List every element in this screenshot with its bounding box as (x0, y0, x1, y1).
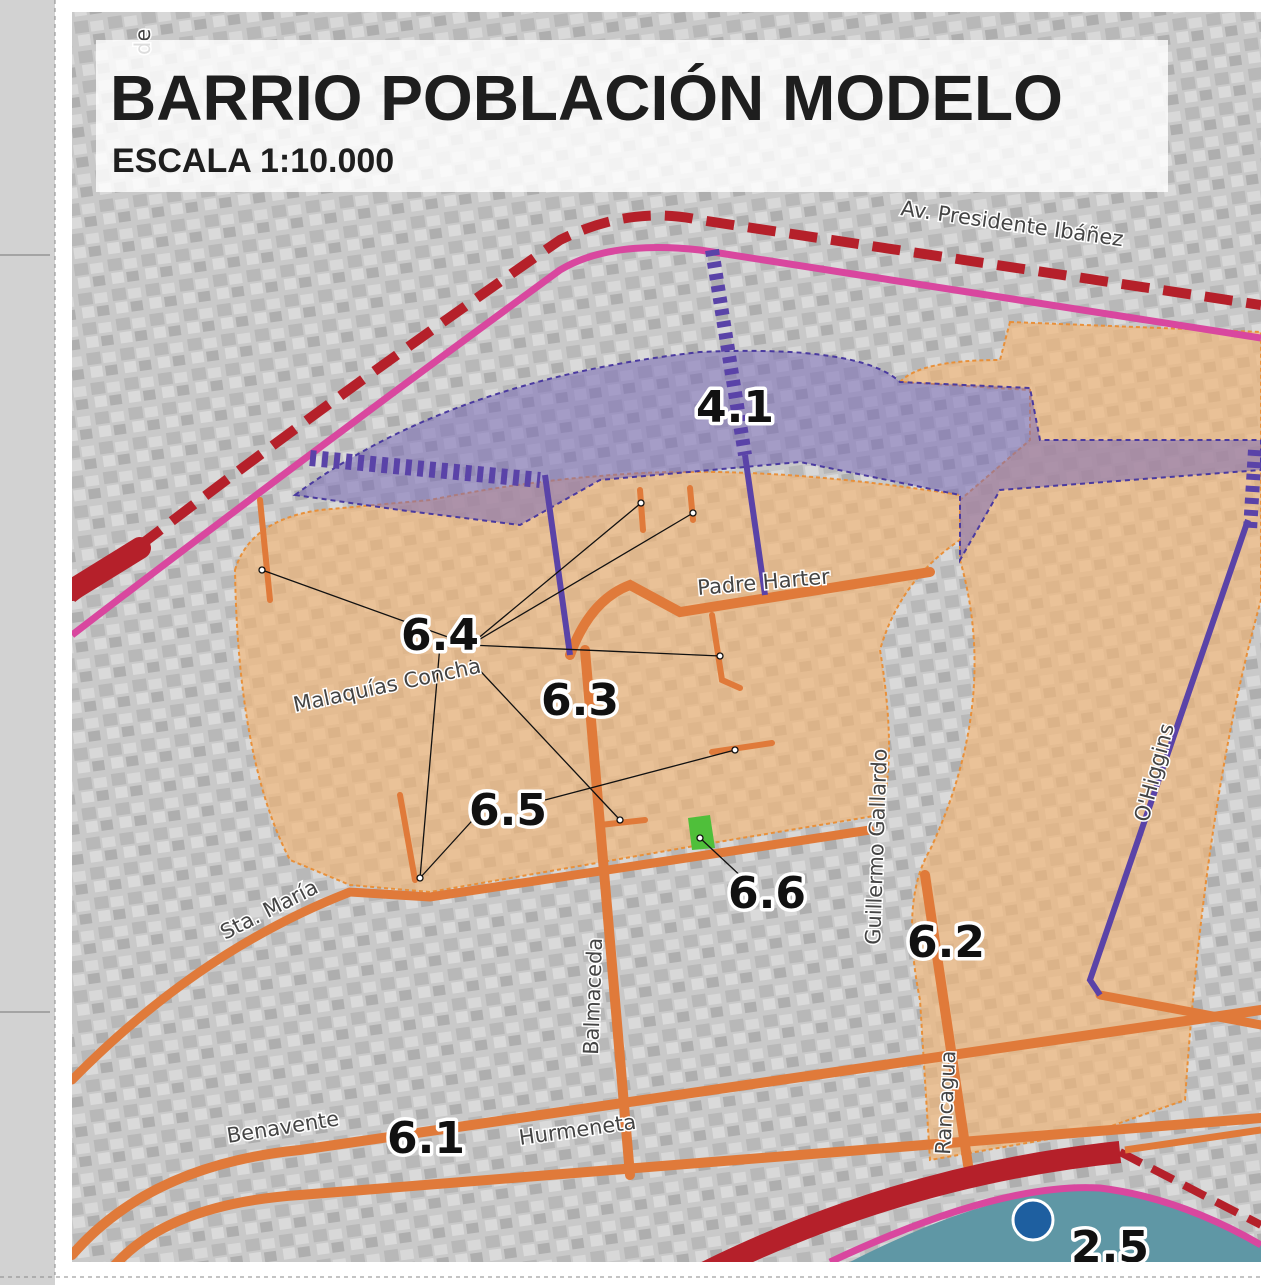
zone-label: 6.3 (541, 675, 619, 726)
zone-label: 6.2 (907, 917, 985, 968)
subtitle: ESCALA 1:10.000 (112, 142, 394, 180)
map-page: de Av. Presidente Ibáñez Padre Harter Ma… (0, 0, 1261, 1285)
title: BARRIO POBLACIÓN MODELO (110, 62, 1063, 134)
zone-label: 6.1 (387, 1113, 465, 1164)
zone-label: 2.5 (1071, 1222, 1149, 1273)
zone-label: 4.1 (696, 382, 774, 433)
zone-label: 6.4 (401, 610, 479, 661)
marker (1013, 1200, 1053, 1240)
side-panel (0, 0, 55, 1285)
zone-label: 6.5 (469, 785, 547, 836)
map: de Av. Presidente Ibáñez Padre Harter Ma… (72, 12, 1261, 1285)
street-label: Balmaceda (579, 937, 607, 1055)
zone-label: 6.6 (728, 868, 806, 919)
